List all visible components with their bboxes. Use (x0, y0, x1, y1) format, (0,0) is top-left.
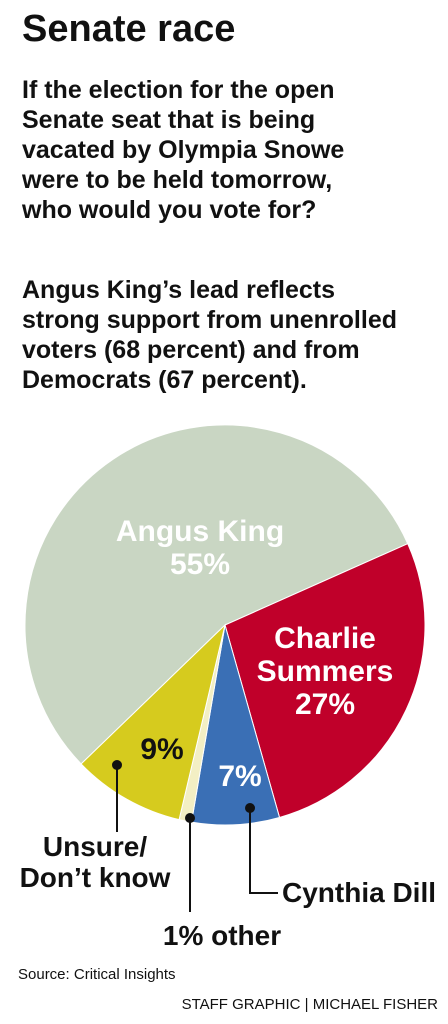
question-line: Senate seat that is being (22, 106, 316, 134)
question-line: vacated by Olympia Snowe (22, 136, 345, 164)
category-label: Unsure/ Don’t know (19, 831, 171, 893)
question-line: who would you vote for? (22, 196, 317, 224)
question-line: If the election for the open (22, 76, 335, 104)
category-label: 55% (169, 548, 231, 581)
pie-slice (24, 424, 409, 765)
pie-slice (224, 542, 426, 819)
category-label: Angus King (115, 515, 285, 548)
category-label: 9% (140, 733, 184, 766)
slice-label: Charlie Summers 27% (250, 622, 400, 721)
question-line: were to be held tomorrow, (22, 166, 333, 194)
slice-label: Angus King 55% (90, 515, 310, 581)
slice-label: 1% other (142, 920, 302, 952)
chart-title: Senate race (22, 8, 236, 50)
source: Source: Critical Insights (18, 966, 176, 983)
leader-line (249, 808, 278, 894)
slice-label: 9% (132, 733, 192, 766)
slice-label: Unsure/ Don’t know (10, 831, 180, 894)
category-label: 7% (218, 760, 262, 793)
note-line: voters (68 percent) and from (22, 336, 360, 364)
category-label: Charlie Summers (256, 622, 394, 688)
category-label: Cynthia Dill (282, 877, 437, 908)
slice-label: Cynthia Dill (282, 877, 442, 909)
credit: STAFF GRAPHIC | MICHAEL FISHER (181, 996, 438, 1013)
note-line: strong support from unenrolled (22, 306, 397, 334)
value-label: 1% (162, 920, 204, 951)
category-label: 27% (294, 688, 356, 721)
slice-label: 7% (210, 760, 270, 793)
note-line: Angus King’s lead reflects (22, 276, 336, 304)
category-label: other (211, 920, 282, 951)
note-line: Democrats (67 percent). (22, 366, 307, 394)
